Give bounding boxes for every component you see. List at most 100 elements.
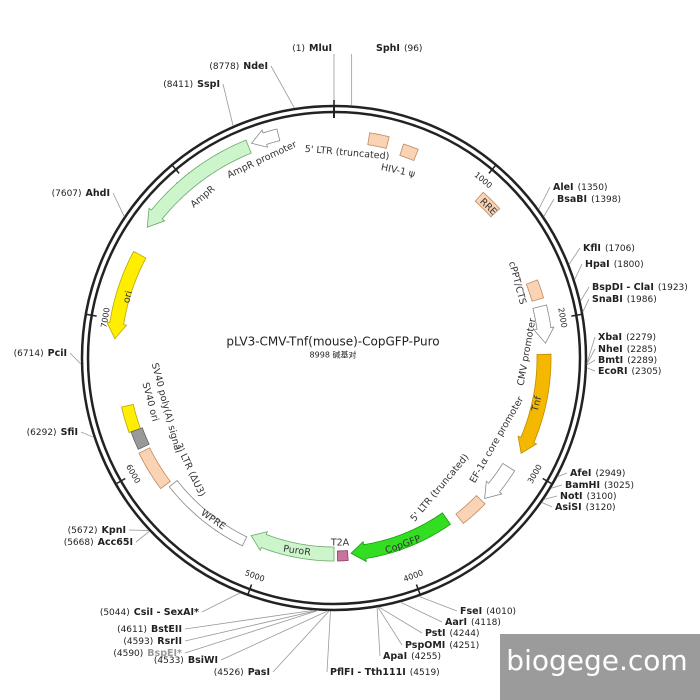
feature-shape — [399, 143, 419, 162]
site-name: HpaI — [585, 259, 610, 270]
site-label: NotI (3100) — [560, 491, 617, 502]
site-leader — [586, 336, 596, 364]
site-name: AsiSI — [555, 502, 582, 513]
tick-label: 2000 — [556, 307, 568, 329]
site-position: (1986) — [627, 295, 657, 305]
site-label: AleI (1350) — [553, 182, 608, 193]
site-position: (1706) — [605, 244, 635, 254]
site-leader — [220, 610, 328, 661]
site-position: (7607) — [52, 189, 82, 199]
site-name: AleI — [553, 182, 574, 193]
feature-shape — [138, 447, 171, 490]
site-position: (3025) — [604, 481, 634, 491]
site-label: BsaBI (1398) — [557, 194, 621, 205]
site-label: AsiSI (3120) — [555, 502, 616, 513]
site-name: BstEII — [151, 624, 182, 635]
site-position: (4590) — [113, 649, 143, 659]
site-position: (4010) — [486, 607, 516, 617]
tick-mark — [571, 313, 583, 317]
site-leader — [574, 263, 583, 280]
feature-label: PuroR — [283, 544, 312, 559]
site-position: (4611) — [117, 625, 147, 635]
site-name: AarI — [445, 617, 467, 628]
site-name: KflI — [583, 243, 601, 254]
site-label: (4611) BstEII — [117, 624, 182, 635]
feature-shape — [474, 191, 501, 218]
site-label: (4533) BsiWI — [154, 655, 218, 666]
site-label: SphI (96) — [376, 43, 422, 54]
site-leader — [568, 247, 581, 265]
site-position: (5672) — [68, 526, 98, 536]
site-leader — [580, 286, 590, 302]
map-length: 8998 碱基对 — [310, 350, 357, 360]
site-label: XbaI (2279) — [598, 332, 656, 343]
site-leader — [69, 352, 82, 365]
site-name: AfeI — [570, 468, 591, 479]
tick-label: 4000 — [402, 568, 424, 583]
site-name: SphI — [376, 43, 400, 54]
site-label: PspOMI (4251) — [405, 640, 479, 651]
site-position: (4526) — [214, 668, 244, 678]
site-name: BmtI — [598, 355, 623, 366]
site-label: BmtI (2289) — [598, 355, 657, 366]
site-label: (5668) Acc65I — [64, 537, 133, 548]
site-position: (2949) — [595, 469, 625, 479]
site-label: HpaI (1800) — [585, 259, 644, 270]
feature-label: Tnf — [529, 395, 544, 414]
feature-shape — [168, 479, 248, 547]
site-position: (5668) — [64, 538, 94, 548]
tick-label: 1000 — [472, 170, 493, 190]
tick-label: 6000 — [124, 463, 142, 485]
site-name: MluI — [309, 43, 332, 54]
site-leader — [543, 495, 558, 500]
site-name: FseI — [460, 606, 482, 617]
site-name: PasI — [248, 667, 270, 678]
site-leader — [112, 192, 125, 217]
site-label: FseI (4010) — [460, 606, 516, 617]
site-leader — [326, 610, 331, 673]
feature-label: T2A — [330, 538, 350, 549]
site-leader — [184, 610, 319, 654]
site-name: CsiI - SexAI* — [134, 607, 199, 618]
site-label: NheI (2285) — [598, 344, 657, 355]
site-name: XbaI — [598, 332, 622, 343]
site-name: RsrII — [157, 636, 182, 647]
feature-label: ori — [121, 290, 135, 305]
site-position: (1800) — [614, 260, 644, 270]
site-position: (6714) — [14, 349, 44, 359]
site-position: (1923) — [658, 283, 688, 293]
tick-mark — [115, 477, 126, 485]
site-leader — [557, 472, 568, 478]
site-name: SnaBI — [592, 294, 623, 305]
site-label: ApaI (4255) — [383, 651, 441, 662]
site-name: SspI — [197, 79, 220, 90]
site-label: (5672) KpnI — [68, 525, 126, 536]
site-label: (8411) SspI — [163, 79, 220, 90]
site-name: SfiI — [61, 427, 78, 438]
site-leader — [272, 610, 330, 673]
site-position: (96) — [404, 44, 422, 54]
site-leader — [418, 595, 458, 612]
site-name: PspOMI — [405, 640, 445, 651]
site-name: PstI — [425, 628, 446, 639]
site-position: (1) — [292, 44, 305, 54]
site-position: (4255) — [411, 652, 441, 662]
site-name: BsaBI — [557, 194, 587, 205]
site-name: KpnI — [102, 525, 126, 536]
site-label: (7607) AhdI — [52, 188, 110, 199]
feature-label: HIV-1 ψ — [380, 162, 416, 180]
feature-shape — [517, 353, 552, 454]
site-leader — [201, 592, 241, 613]
site-position: (4533) — [154, 656, 184, 666]
site-leader — [582, 298, 590, 313]
site-leader — [377, 606, 403, 646]
tick-label: 3000 — [526, 463, 544, 485]
site-name: BamHI — [565, 480, 600, 491]
watermark: biogege.com — [506, 644, 687, 677]
feature-shape — [106, 250, 147, 340]
site-label: AarI (4118) — [445, 617, 501, 628]
site-position: (8778) — [209, 62, 239, 72]
site-leader — [184, 610, 318, 642]
feature-shape — [455, 494, 486, 525]
tick-mark — [85, 313, 97, 317]
